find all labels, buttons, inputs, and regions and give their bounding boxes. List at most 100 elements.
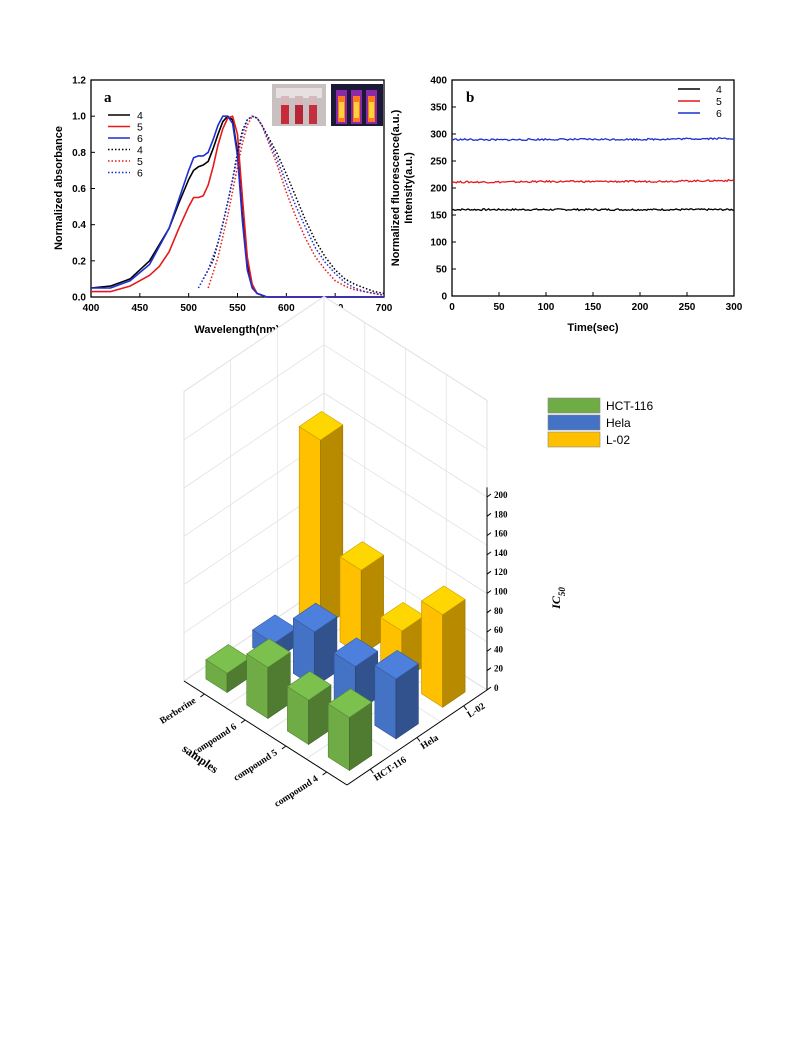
- b-legend-label-2: 6: [716, 108, 722, 120]
- c-z-tick: [486, 570, 492, 575]
- a-xtick-label: 400: [83, 303, 100, 314]
- c-bar-Hela-compound-4: [374, 649, 419, 740]
- c-z-tick-label: 180: [494, 509, 508, 519]
- c-z-tick-label: 60: [494, 625, 504, 635]
- b-ytick-label: 150: [430, 211, 447, 222]
- a-ytick-label: 0.0: [72, 293, 86, 304]
- b-xtick-label: 200: [632, 302, 649, 313]
- c-z-tick-label: 20: [494, 664, 504, 674]
- c-bar-face-top: [327, 688, 373, 718]
- panel-b-chart: 0 50 100 150 200 250 300 0 50 100 150 200 250 300 350 4…: [390, 76, 743, 335]
- c-bar-face-front: [298, 425, 321, 630]
- c-z-tick-label: 140: [494, 548, 508, 558]
- b-ytick-label: 350: [430, 103, 447, 114]
- c-z-tick-label: 40: [494, 644, 504, 654]
- c-bar-face-top: [205, 644, 251, 674]
- c-bar-face-top: [292, 602, 338, 633]
- c-bar-face-top: [420, 585, 466, 615]
- panel-b-label: b: [466, 90, 474, 106]
- panel-b-series: [451, 137, 735, 212]
- b-ytick-label: 50: [436, 265, 448, 276]
- c-bar-face-top: [252, 614, 297, 644]
- c-grid-line: [183, 392, 488, 498]
- c-z-tick: [486, 512, 492, 517]
- a-ytick-label: 0.6: [72, 184, 86, 195]
- c-cellline-tick: [463, 705, 468, 711]
- a-series-line-1: [91, 115, 384, 298]
- a-series-line-2: [91, 115, 384, 298]
- c-sample-axis: [183, 680, 348, 786]
- c-bar-Hela-compound-6: [292, 602, 338, 688]
- c-sample-label: compound 5: [232, 748, 279, 784]
- c-sample-tick: [281, 745, 287, 750]
- a-xtick-label: 700: [376, 303, 393, 314]
- c-z-tick-label: 100: [494, 587, 508, 597]
- b-xtick-label: 300: [726, 302, 743, 313]
- a-ytick-label: 1.0: [72, 112, 86, 123]
- panel-b-ticks: 0 50 100 150 200 250 300 0 50 100 150 200 250 300 350 4…: [430, 76, 742, 314]
- c-bar-face-front: [421, 600, 444, 708]
- panel-a-xlabel: Wavelength(nm): [194, 324, 279, 336]
- c-z-tick: [486, 648, 492, 652]
- c-z-tick: [486, 590, 492, 594]
- c-sample-tick: [322, 771, 327, 776]
- b-xtick-label: 0: [449, 302, 455, 313]
- c-grid-line: [183, 344, 488, 450]
- c-bar-face-top: [374, 649, 419, 680]
- c-bar-face-top: [246, 638, 291, 668]
- panel-b-legend: 456: [678, 84, 722, 120]
- a-xtick-label: 600: [278, 303, 295, 314]
- c-legend-swatch-0: [547, 397, 601, 414]
- b-legend-label-1: 5: [716, 96, 722, 108]
- c-sample-tick: [200, 693, 205, 698]
- c-bar-face-side: [320, 424, 344, 630]
- a-series-line-4: [207, 115, 385, 296]
- panel-a-label: a: [104, 90, 112, 106]
- b-xtick-label: 100: [538, 302, 555, 313]
- c-cellline-label: L-02: [466, 701, 488, 720]
- b-ytick-label: 200: [430, 184, 447, 195]
- a-ytick-label: 0.8: [72, 148, 86, 159]
- c-bar-L-02-compound-4: [420, 585, 466, 708]
- c-bar-face-top: [339, 541, 385, 571]
- panel-a-series: [90, 115, 385, 298]
- panel-b-ylabel: Intensity(a.u.): [403, 152, 415, 224]
- c-z-tick: [486, 551, 492, 556]
- a-xtick-label: 550: [229, 303, 246, 314]
- c-bar-face-top: [298, 410, 344, 441]
- c-legend-label-0: HCT-116: [606, 399, 653, 413]
- c-bar-face-side: [360, 554, 384, 656]
- b-series-line-0: [451, 207, 735, 212]
- b-xtick-label: 150: [585, 302, 602, 313]
- a-legend-label-2: 6: [137, 133, 143, 145]
- c-sample-label: Berberine: [158, 696, 198, 727]
- c-bar-L-02-Berberine: [298, 410, 344, 630]
- c-z-tick: [486, 532, 492, 536]
- c-z-tick: [486, 493, 492, 498]
- a-series-line-5: [197, 115, 385, 296]
- panel-b-xlabel: Time(sec): [567, 322, 618, 334]
- b-xtick-label: 250: [679, 302, 696, 313]
- a-legend-label-0: 4: [137, 110, 143, 122]
- c-legend-swatch-2: [547, 431, 601, 448]
- c-sample-tick: [240, 719, 246, 724]
- a-series-line-3: [202, 115, 385, 295]
- c-cellline-tick: [416, 737, 421, 742]
- c-z-tick: [486, 667, 492, 672]
- a-legend-label-1: 5: [137, 122, 143, 134]
- c-z-tick-label: 200: [494, 490, 508, 500]
- c-bar-HCT-116-compound-5: [286, 671, 332, 746]
- a-xtick-label: 500: [180, 303, 197, 314]
- c-bar-face-top: [286, 671, 332, 701]
- c-bar-L-02-compound-6: [339, 541, 385, 656]
- c-cellline-tick: [369, 768, 374, 774]
- c-z-tick: [486, 628, 492, 633]
- b-ytick-label: 300: [430, 130, 447, 141]
- c-bar-face-top: [380, 601, 425, 632]
- a-ytick-label: 0.4: [72, 220, 86, 231]
- c-z-tick: [486, 686, 492, 691]
- b-legend-label-0: 4: [716, 84, 722, 96]
